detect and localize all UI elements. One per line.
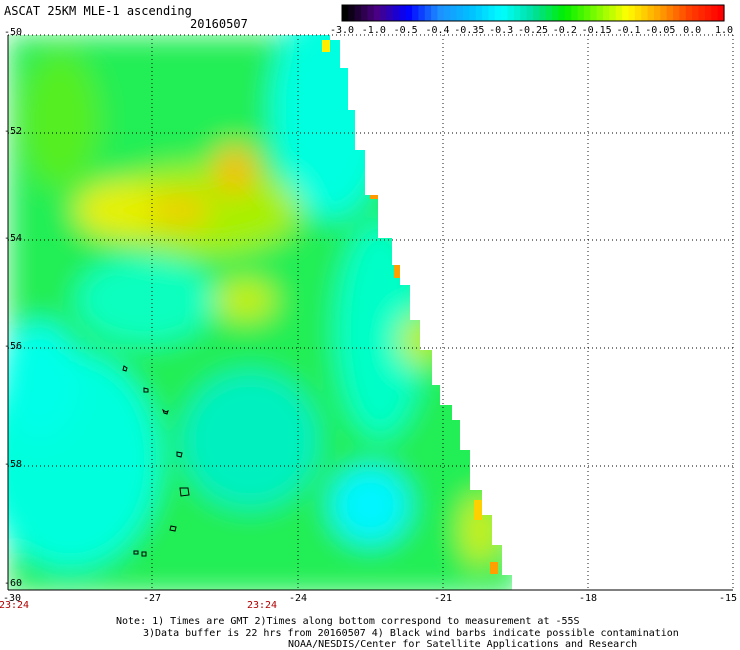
colorbar-segment <box>443 5 451 21</box>
colorbar-segment <box>380 5 388 21</box>
colorbar-segment <box>545 5 553 21</box>
colorbar-segment <box>603 5 610 21</box>
colorbar-tick-label: -0.3 <box>489 25 514 36</box>
colorbar-segment <box>513 5 521 21</box>
lon-label: -27 <box>142 593 162 604</box>
colorbar-tick-label: -0.05 <box>645 25 676 36</box>
colorbar-segment <box>704 5 712 21</box>
colorbar-tick-label: 1.0 <box>714 25 734 36</box>
colorbar-segment <box>348 5 356 21</box>
colorbar-segment <box>552 5 560 21</box>
colorbar-tick-label: -3.0 <box>329 25 355 36</box>
colorbar-segment <box>469 5 477 21</box>
colorbar-segment <box>418 5 426 21</box>
colorbar-segment <box>361 5 369 21</box>
colorbar-tick-label: -0.5 <box>393 25 418 36</box>
colorbar-segment <box>564 5 572 21</box>
colorbar-segment <box>488 5 496 21</box>
colorbar-segment <box>615 5 623 21</box>
colorbar-segment <box>399 5 407 21</box>
product-title: ASCAT 25KM MLE-1 ascending <box>4 4 192 18</box>
colorbar-segment <box>711 5 719 21</box>
colorbar-tick-label: -1.0 <box>361 25 386 36</box>
colorbar-segment <box>609 5 617 21</box>
colorbar-segment <box>501 5 509 21</box>
colorbar-segment <box>450 5 458 21</box>
colorbar-segment <box>641 5 649 21</box>
colorbar-segment <box>698 5 706 21</box>
grid-lines <box>8 34 734 590</box>
colorbar-segment <box>412 5 419 21</box>
colorbar-segment <box>494 5 502 21</box>
colorbar-segment <box>475 5 483 21</box>
colorbar-segment <box>431 5 439 21</box>
time-label: 23:24 <box>0 600 30 611</box>
colorbar-segment <box>628 5 636 21</box>
colorbar-segment <box>679 5 687 21</box>
colorbar-segment <box>386 5 394 21</box>
colorbar-segment <box>653 5 661 21</box>
product-date: 20160507 <box>190 17 248 31</box>
colorbar-segment <box>405 5 413 21</box>
colorbar-segment <box>456 5 464 21</box>
wind-field <box>8 35 512 590</box>
time-label: 23:24 <box>246 600 278 611</box>
colorbar-segment <box>622 5 630 21</box>
island-outlines <box>122 365 190 557</box>
colorbar-segment <box>354 5 362 21</box>
colorbar-tick-label: -0.4 <box>425 25 450 36</box>
note-line-1: Note: 1) Times are GMT 2)Times along bot… <box>116 616 580 627</box>
lat-label: -60 <box>4 578 23 589</box>
colorbar-tick-label: -0.2 <box>552 25 577 36</box>
colorbar-tick-label: -0.35 <box>454 25 485 36</box>
note-line-2: 3)Data buffer is 22 hrs from 20160507 4)… <box>143 628 679 639</box>
colorbar-segment <box>692 5 700 21</box>
colorbar-segment <box>577 5 585 21</box>
colorbar-segment <box>717 5 725 21</box>
lat-label: -56 <box>4 341 23 352</box>
colorbar-segment <box>685 5 693 21</box>
colorbar-segment <box>647 5 655 21</box>
lon-label: -21 <box>433 593 453 604</box>
lat-label: -50 <box>4 27 23 38</box>
colorbar-segment <box>673 5 681 21</box>
colorbar-segment <box>596 5 604 21</box>
lat-label: -54 <box>4 233 23 244</box>
colorbar-segment <box>507 5 515 21</box>
lat-label: -58 <box>4 459 23 470</box>
colorbar-segment <box>437 5 445 21</box>
colorbar-segment <box>392 5 400 21</box>
colorbar-segment <box>558 5 566 21</box>
colorbar-segment <box>583 5 591 21</box>
colorbar-segment <box>634 5 642 21</box>
colorbar-segment <box>520 5 528 21</box>
lat-label: -52 <box>4 126 23 137</box>
colorbar-tick-label: -0.1 <box>616 25 641 36</box>
colorbar-segment <box>367 5 375 21</box>
colorbar-segment <box>666 5 674 21</box>
colorbar-tick-label: -0.25 <box>517 25 549 36</box>
colorbar-tick-label: 0.0 <box>683 25 702 36</box>
colorbar-segment <box>482 5 490 21</box>
colorbar-segment <box>373 5 381 21</box>
lon-label: -30 <box>2 593 22 604</box>
colorbar-segment <box>533 5 540 21</box>
colorbar-segment <box>342 5 349 21</box>
colorbar-segment <box>424 5 432 21</box>
colorbar-segment <box>539 5 547 21</box>
colorbar-tick-label: -0.15 <box>581 25 612 36</box>
lon-label: -15 <box>718 593 738 604</box>
colorbar-segment <box>590 5 598 21</box>
colorbar-segment <box>571 5 579 21</box>
lon-label: -18 <box>578 593 598 604</box>
colorbar-frame <box>341 4 725 22</box>
colorbar-segment <box>526 5 534 21</box>
note-line-3: NOAA/NESDIS/Center for Satellite Applica… <box>288 639 638 650</box>
colorbar-segment <box>462 5 470 21</box>
lon-label: -24 <box>288 593 308 604</box>
colorbar <box>342 5 725 21</box>
colorbar-segment <box>660 5 668 21</box>
